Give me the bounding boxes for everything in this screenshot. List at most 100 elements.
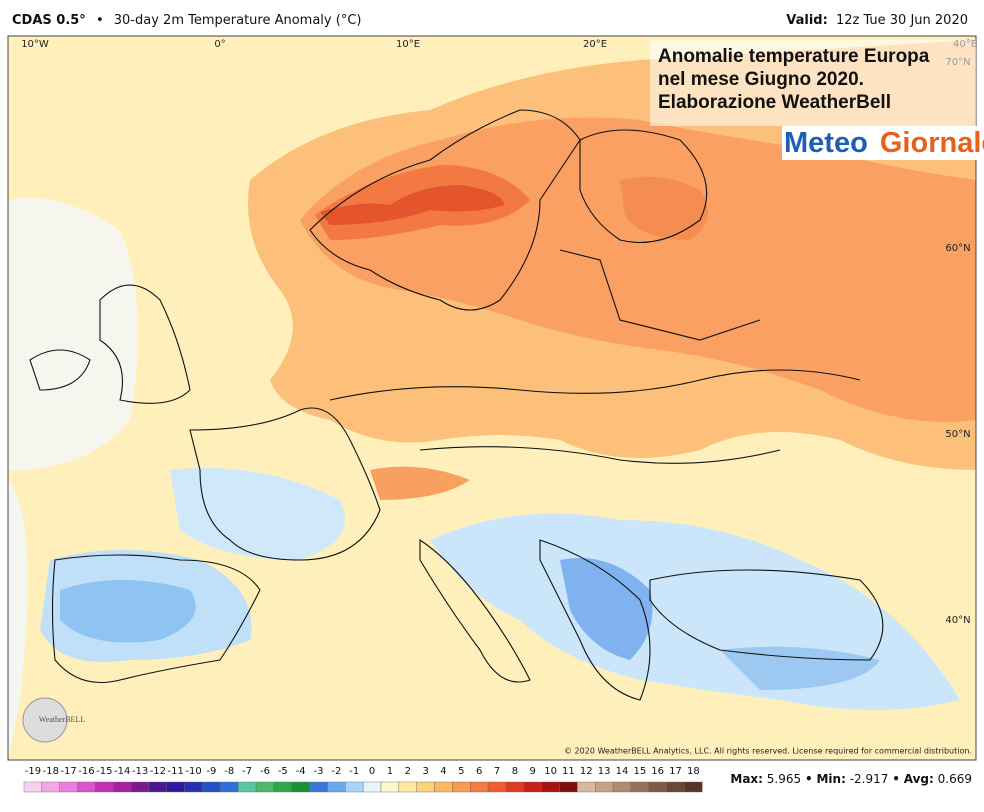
colorbar-label: -5 — [278, 766, 288, 777]
color-swatch — [630, 781, 649, 793]
model: CDAS 0.5° — [12, 13, 86, 28]
colorbar-label: -4 — [296, 766, 306, 777]
color-swatch — [523, 781, 542, 793]
color-swatch — [362, 781, 382, 793]
colorbar-label: -13 — [132, 766, 148, 777]
min-label: Min: — [816, 772, 845, 786]
coastline — [51, 554, 261, 684]
color-swatch — [309, 781, 328, 793]
coastline — [29, 349, 91, 391]
valid-time: 12z Tue 30 Jun 2020 — [836, 13, 968, 28]
colorbar-label: 7 — [494, 766, 500, 777]
cool-anomaly-strong — [720, 646, 880, 690]
colorbar-label: -15 — [96, 766, 112, 777]
colorbar-label: -11 — [168, 766, 184, 777]
coastline — [99, 284, 191, 404]
color-swatch — [202, 781, 221, 793]
colorbar-label: -14 — [114, 766, 130, 777]
coastline — [649, 569, 884, 661]
colorbar-label: 9 — [530, 766, 536, 777]
avg-label: Avg: — [904, 772, 934, 786]
color-swatch — [416, 781, 435, 793]
colorbar-label: 3 — [422, 766, 428, 777]
color-swatch — [434, 781, 453, 793]
colorbar-label: 0 — [369, 766, 375, 777]
color-swatch — [237, 781, 257, 793]
color-swatch — [220, 781, 239, 793]
colorbar-label: -1 — [349, 766, 359, 777]
colorbar-label: 2 — [405, 766, 411, 777]
color-swatch — [577, 781, 596, 793]
logo-part: Giornale — [880, 127, 984, 159]
coastline — [419, 538, 531, 683]
colorbar-label: 17 — [669, 766, 682, 777]
color-swatch — [470, 781, 489, 793]
lat-label: 50°N — [945, 429, 970, 440]
lon-label: 0° — [214, 39, 225, 50]
colorbar: -19 -18 -17 -16 -15 -14 -13 -12 -11 -10 -9 -8 -7 -6 -5… — [23, 766, 703, 793]
color-swatch — [595, 781, 614, 793]
separator: • — [96, 13, 104, 28]
title: 30-day 2m Temperature Anomaly (°C) — [114, 13, 362, 28]
color-swatch — [23, 781, 43, 793]
color-swatch — [452, 781, 471, 793]
logo-box — [782, 126, 978, 160]
color-swatch — [327, 781, 346, 793]
cool-anomaly-strong — [60, 580, 196, 643]
color-swatch — [130, 781, 150, 793]
lon-label: 20°E — [583, 39, 607, 50]
colorbar-label: -9 — [206, 766, 216, 777]
stats: Max: 5.965 • Min: -2.917 • Avg: 0.669 — [730, 772, 972, 786]
colorbar-label: -16 — [78, 766, 94, 777]
colorbar-label: -8 — [224, 766, 234, 777]
colorbar-label: 1 — [387, 766, 393, 777]
valid: Valid: 12z Tue 30 Jun 2020 — [786, 13, 968, 28]
avg: 0.669 — [938, 772, 972, 786]
color-swatch — [291, 781, 310, 793]
color-swatch — [113, 781, 132, 793]
watermark: WeatherBELL — [39, 715, 86, 724]
color-swatch — [380, 781, 400, 793]
colorbar-label: -6 — [260, 766, 270, 777]
colorbar-label: 12 — [580, 766, 593, 777]
max-label: Max: — [730, 772, 763, 786]
color-swatch — [184, 781, 203, 793]
colorbar-label: 13 — [598, 766, 611, 777]
colorbar-label: -12 — [150, 766, 166, 777]
colorbar-label: 14 — [616, 766, 629, 777]
max: 5.965 — [767, 772, 801, 786]
colorbar-label: -3 — [314, 766, 324, 777]
color-swatch — [612, 781, 632, 793]
colorbar-label: -10 — [185, 766, 201, 777]
watermark-logo — [22, 697, 68, 743]
color-swatch — [684, 781, 703, 793]
color-swatch — [345, 781, 364, 793]
border — [329, 249, 861, 464]
colorbar-label: -18 — [43, 766, 59, 777]
map-frame — [7, 35, 977, 761]
copyright: © 2020 WeatherBELL Analytics, LLC. All r… — [564, 747, 972, 756]
separator: • — [805, 772, 813, 786]
colorbar-label: 8 — [512, 766, 518, 777]
colorbar-label: 4 — [440, 766, 446, 777]
color-swatch — [541, 781, 560, 793]
colorbar-label: -17 — [60, 766, 76, 777]
valid-label: Valid: — [786, 13, 828, 28]
color-swatch — [398, 781, 417, 793]
cool-anomaly — [170, 468, 345, 560]
color-swatch — [255, 781, 275, 793]
logo: Meteo Giornale — [784, 127, 984, 159]
lat-label: 60°N — [945, 243, 970, 254]
color-swatch — [77, 781, 96, 793]
lon-label: 10°W — [21, 39, 49, 50]
coastline — [579, 129, 708, 243]
separator: • — [892, 772, 900, 786]
color-swatch — [505, 781, 525, 793]
color-swatch — [59, 781, 78, 793]
warm-anomaly-strong — [620, 176, 708, 240]
colorbar-label: 10 — [544, 766, 557, 777]
color-swatch — [41, 781, 60, 793]
color-swatch — [148, 781, 167, 793]
